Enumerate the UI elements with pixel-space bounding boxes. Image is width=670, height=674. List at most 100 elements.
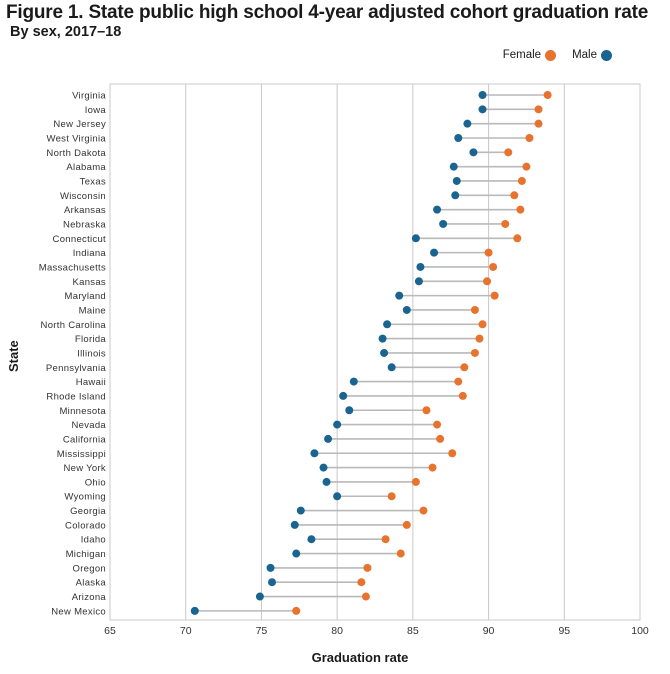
female-point bbox=[501, 219, 510, 228]
y-tick-label: Texas bbox=[80, 176, 106, 187]
male-point bbox=[449, 162, 458, 171]
y-tick-label: New Mexico bbox=[51, 606, 106, 617]
female-point bbox=[534, 105, 543, 114]
y-tick-label: Arkansas bbox=[64, 205, 106, 216]
y-tick-label: Georgia bbox=[70, 506, 106, 517]
y-tick-label: Wisconsin bbox=[60, 191, 106, 202]
x-tick-label: 90 bbox=[483, 625, 495, 637]
female-point bbox=[489, 262, 498, 271]
x-tick-label: 95 bbox=[558, 625, 570, 637]
y-tick-label: Massachusetts bbox=[39, 262, 106, 273]
y-axis-label: State bbox=[6, 340, 21, 372]
y-tick-label: Arizona bbox=[72, 592, 107, 603]
y-tick-label: Alaska bbox=[76, 578, 107, 589]
y-tick-label: Florida bbox=[75, 334, 107, 345]
y-tick-label: Colorado bbox=[65, 520, 106, 531]
male-point bbox=[339, 391, 348, 400]
x-axis-label: Graduation rate bbox=[311, 650, 409, 665]
female-point bbox=[361, 592, 370, 601]
y-tick-label: North Carolina bbox=[41, 320, 107, 331]
y-tick-label: Maine bbox=[79, 305, 106, 316]
male-point bbox=[268, 578, 277, 587]
male-point bbox=[414, 277, 423, 286]
female-point bbox=[363, 563, 372, 572]
female-point bbox=[422, 406, 431, 415]
female-point bbox=[460, 363, 469, 372]
x-tick-label: 80 bbox=[331, 625, 343, 637]
y-tick-label: Minnesota bbox=[59, 406, 106, 417]
female-point bbox=[454, 377, 463, 386]
legend-item-female: Female bbox=[502, 49, 557, 61]
male-point bbox=[266, 563, 275, 572]
male-point bbox=[478, 91, 487, 99]
y-tick-label: North Dakota bbox=[46, 148, 106, 159]
x-tick-label: 100 bbox=[631, 625, 649, 637]
female-point bbox=[396, 549, 405, 558]
legend: Female Male bbox=[493, 49, 612, 61]
chart-subtitle: By sex, 2017–18 bbox=[10, 24, 122, 40]
chart-title: Figure 1. State public high school 4-yea… bbox=[6, 2, 649, 23]
male-point bbox=[324, 434, 333, 443]
x-tick-label: 70 bbox=[180, 625, 192, 637]
female-point bbox=[419, 506, 428, 515]
legend-label-female: Female bbox=[502, 49, 542, 61]
male-point bbox=[402, 305, 411, 314]
y-tick-label: Iowa bbox=[85, 105, 107, 116]
female-point bbox=[513, 234, 522, 243]
x-tick-label: 65 bbox=[104, 625, 116, 637]
female-point bbox=[516, 205, 525, 214]
male-point bbox=[290, 520, 299, 529]
female-point bbox=[517, 176, 526, 185]
male-point bbox=[380, 348, 389, 357]
male-point bbox=[452, 176, 461, 185]
male-point bbox=[190, 606, 199, 615]
male-point bbox=[349, 377, 358, 386]
male-point bbox=[411, 234, 420, 243]
legend-item-male: Male bbox=[572, 49, 612, 61]
female-point bbox=[292, 606, 301, 615]
male-point bbox=[430, 248, 439, 257]
y-tick-label: Indiana bbox=[73, 248, 107, 259]
male-point bbox=[387, 363, 396, 372]
x-tick-label: 85 bbox=[407, 625, 419, 637]
male-point bbox=[333, 492, 342, 501]
male-point bbox=[345, 406, 354, 415]
male-point bbox=[307, 535, 316, 544]
male-point bbox=[451, 191, 460, 200]
male-point bbox=[310, 449, 319, 458]
female-point bbox=[478, 320, 487, 329]
male-point bbox=[469, 148, 478, 157]
female-point bbox=[436, 434, 445, 443]
male-point bbox=[439, 219, 448, 228]
male-point bbox=[292, 549, 301, 558]
female-point bbox=[525, 133, 534, 142]
y-tick-label: Mississippi bbox=[57, 449, 106, 460]
male-point bbox=[296, 506, 305, 515]
male-point bbox=[463, 119, 472, 128]
male-point bbox=[333, 420, 342, 429]
y-tick-label: California bbox=[63, 434, 107, 445]
y-tick-label: Ohio bbox=[85, 477, 106, 488]
female-point bbox=[504, 148, 513, 157]
female-point bbox=[543, 91, 552, 99]
legend-swatch-female bbox=[545, 49, 557, 61]
y-tick-label: Kansas bbox=[73, 277, 107, 288]
y-tick-label: Idaho bbox=[81, 535, 106, 546]
female-point bbox=[470, 305, 479, 314]
female-point bbox=[411, 477, 420, 486]
female-point bbox=[475, 334, 484, 343]
female-point bbox=[470, 348, 479, 357]
y-tick-label: Michigan bbox=[66, 549, 106, 560]
female-point bbox=[522, 162, 531, 171]
legend-label-male: Male bbox=[572, 49, 597, 61]
y-tick-label: Alabama bbox=[66, 162, 106, 173]
male-point bbox=[319, 463, 328, 472]
y-tick-label: Hawaii bbox=[76, 377, 106, 388]
y-tick-label: Connecticut bbox=[53, 234, 107, 245]
male-point bbox=[383, 320, 392, 329]
y-tick-label: Wyoming bbox=[64, 492, 106, 503]
female-point bbox=[433, 420, 442, 429]
female-point bbox=[458, 391, 467, 400]
female-point bbox=[357, 578, 366, 587]
